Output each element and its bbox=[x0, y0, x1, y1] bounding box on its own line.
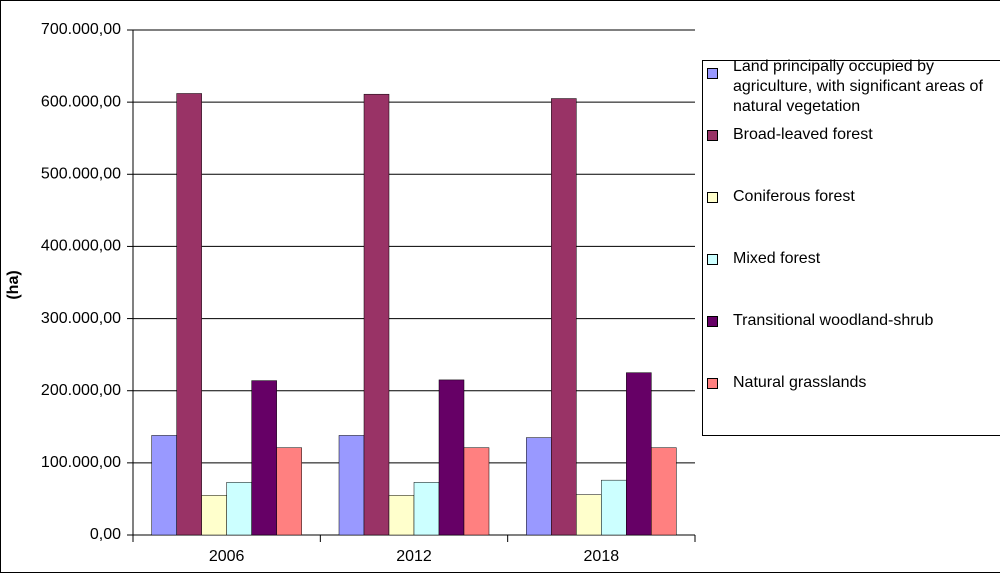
y-tick-label: 400.000,00 bbox=[41, 238, 121, 255]
legend-swatch bbox=[707, 254, 718, 265]
y-tick-label: 200.000,00 bbox=[41, 382, 121, 399]
y-tick-label: 600.000,00 bbox=[41, 93, 121, 110]
y-tick-label: 700.000,00 bbox=[41, 21, 121, 38]
x-tick-label: 2012 bbox=[396, 548, 432, 565]
bar bbox=[651, 447, 677, 536]
bar bbox=[151, 435, 177, 536]
y-tick-label: 0,00 bbox=[90, 526, 121, 543]
y-tick-label: 300.000,00 bbox=[41, 310, 121, 327]
bar bbox=[226, 482, 252, 536]
bar bbox=[576, 494, 602, 536]
bar bbox=[363, 93, 390, 536]
bar bbox=[201, 495, 227, 536]
bar bbox=[251, 380, 277, 536]
y-tick-label: 500.000,00 bbox=[41, 166, 121, 183]
legend-label: Land principally occupied by agriculture… bbox=[733, 58, 983, 115]
bar bbox=[551, 98, 577, 536]
y-axis-title: (ha) bbox=[5, 270, 22, 299]
legend-label: Coniferous forest bbox=[733, 188, 855, 205]
x-tick-label: 2018 bbox=[584, 548, 620, 565]
legend-swatch bbox=[707, 192, 718, 203]
bar bbox=[438, 379, 465, 536]
bar bbox=[276, 447, 302, 536]
legend-label: Broad-leaved forest bbox=[733, 126, 873, 143]
bar bbox=[413, 482, 440, 536]
legend-label: Transitional woodland-shrub bbox=[733, 312, 934, 329]
bar bbox=[388, 495, 415, 536]
bar bbox=[463, 447, 490, 536]
legend-swatch bbox=[707, 316, 718, 327]
legend-swatch bbox=[707, 130, 718, 141]
y-tick-label: 100.000,00 bbox=[41, 454, 121, 471]
bar bbox=[176, 93, 202, 536]
legend-swatch bbox=[707, 68, 718, 79]
bar bbox=[626, 372, 652, 536]
legend-label: Mixed forest bbox=[733, 250, 821, 267]
bar bbox=[338, 435, 365, 536]
legend-label: Natural grasslands bbox=[733, 374, 867, 391]
x-tick-label: 2006 bbox=[209, 548, 245, 565]
legend-swatch bbox=[707, 378, 718, 389]
bar bbox=[601, 479, 627, 536]
bar bbox=[526, 437, 552, 536]
legend: Land principally occupied by agriculture… bbox=[702, 58, 1000, 436]
